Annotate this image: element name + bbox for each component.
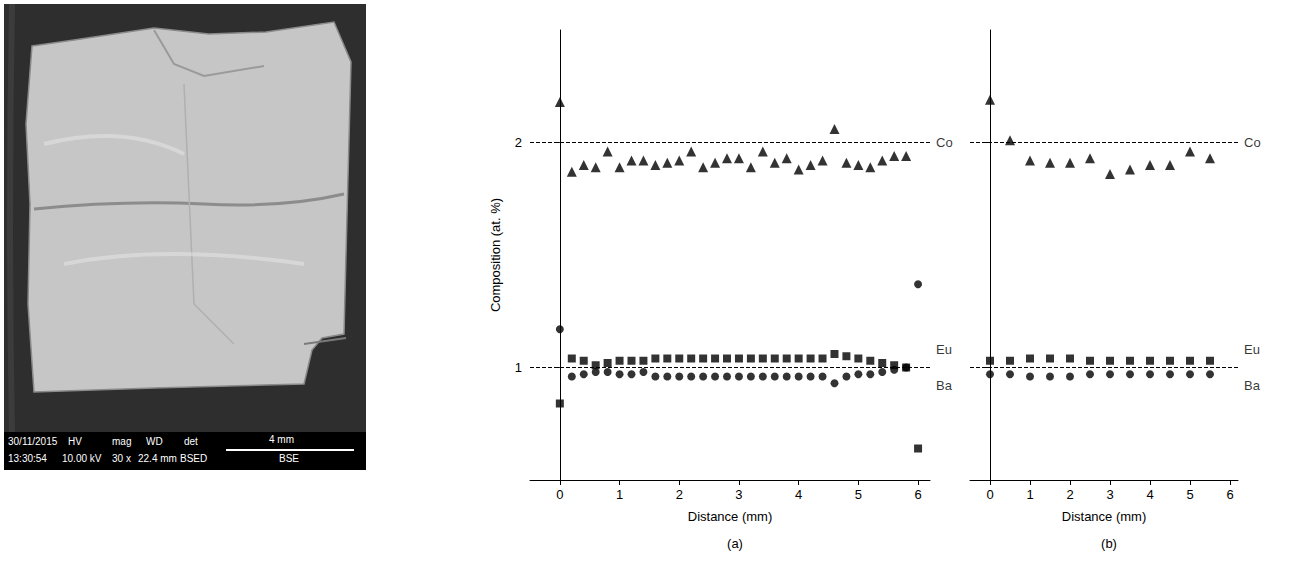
html-text:HV: HV — [68, 436, 82, 447]
html-text:30/11/2015: 30/11/2015 — [8, 436, 58, 447]
svg-text:Eu: Eu — [1244, 342, 1260, 357]
html-text:mag: mag — [112, 436, 132, 447]
html-text:BSED: BSED — [180, 453, 208, 464]
svg-text:6: 6 — [1226, 487, 1233, 502]
svg-text:5: 5 — [1186, 487, 1193, 502]
svg-text:Ba: Ba — [1244, 378, 1261, 393]
svg-text:2: 2 — [515, 135, 522, 150]
svg-text:Composition (at. %): Composition (at. %) — [488, 198, 503, 312]
svg-text:Co: Co — [936, 135, 953, 150]
svg-text:Ba: Ba — [936, 378, 953, 393]
svg-text:0: 0 — [986, 487, 993, 502]
html-text:det: det — [184, 436, 198, 447]
html-text:WD: WD — [146, 436, 163, 447]
svg-text:2: 2 — [1066, 487, 1073, 502]
svg-text:4: 4 — [795, 487, 802, 502]
svg-text:1: 1 — [616, 487, 623, 502]
svg-text:3: 3 — [735, 487, 742, 502]
svg-text:1: 1 — [515, 360, 522, 375]
svg-text:Eu: Eu — [936, 342, 952, 357]
html-text:4 mm: 4 mm — [269, 434, 294, 445]
html-text:13:30:54: 13:30:54 — [8, 453, 47, 464]
svg-text:Distance (mm): Distance (mm) — [1062, 509, 1147, 524]
html-text:10.00 kV: 10.00 kV — [62, 453, 102, 464]
svg-text:2: 2 — [676, 487, 683, 502]
svg-text:4: 4 — [1146, 487, 1153, 502]
html-text:22.4 mm: 22.4 mm — [138, 453, 177, 464]
svg-text:6: 6 — [914, 487, 921, 502]
svg-text:Co: Co — [1244, 135, 1261, 150]
svg-text:Distance (mm): Distance (mm) — [688, 509, 773, 524]
svg-text:(b): (b) — [1101, 536, 1117, 551]
svg-text:3: 3 — [1106, 487, 1113, 502]
svg-text:1: 1 — [1026, 487, 1033, 502]
html-text:30 x: 30 x — [112, 453, 131, 464]
svg-text:0: 0 — [556, 487, 563, 502]
html-text:BSE: BSE — [279, 453, 299, 464]
svg-text:(a): (a) — [727, 536, 743, 551]
svg-text:5: 5 — [855, 487, 862, 502]
